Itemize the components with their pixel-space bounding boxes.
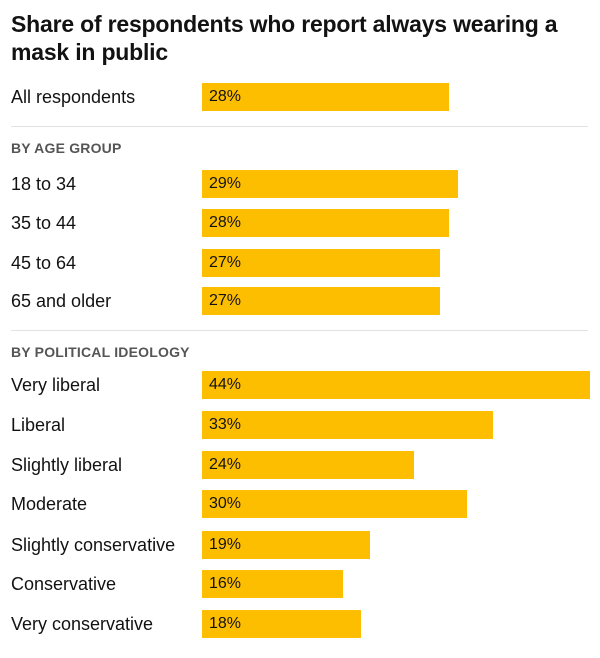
category-label: Slightly liberal [11,455,123,475]
bar-row: Liberal 33% [0,405,600,445]
value-label: 27% [209,292,242,309]
bar-row: Conservative 16% [0,564,600,604]
category-label: All respondents [11,87,136,107]
value-label: 28% [209,214,242,231]
bar-row: 35 to 44 28% [0,203,600,243]
bar-row: Moderate 30% [0,484,600,524]
bar [202,249,440,277]
value-label: 18% [209,615,242,632]
category-label: Moderate [11,494,88,514]
bar [202,411,493,439]
bar-row: Very conservative 18% [0,604,600,644]
category-label: 45 to 64 [11,253,77,273]
bar [202,83,449,111]
category-label: Very conservative [11,614,154,634]
bar [202,570,343,598]
section-header: BY POLITICAL IDEOLOGY [11,344,190,360]
section-header: BY AGE GROUP [11,140,122,156]
bar-row: 65 and older 27% [0,281,600,321]
section-divider [11,330,588,331]
category-label: 35 to 44 [11,213,77,233]
value-label: 44% [209,376,242,393]
bar [202,531,370,559]
category-label: Very liberal [11,375,101,395]
value-label: 19% [209,536,242,553]
value-label: 33% [209,416,242,433]
value-label: 24% [209,456,242,473]
chart-title: Share of respondents who report always w… [11,11,558,65]
bar-row: Very liberal 44% [0,365,600,405]
bar [202,209,449,237]
bar [202,371,590,399]
category-label: Conservative [11,574,117,594]
bar-row: All respondents 28% [0,77,600,117]
bar-row: 18 to 34 29% [0,164,600,204]
bar [202,287,440,315]
bar-row: 45 to 64 27% [0,243,600,283]
category-label: 65 and older [11,291,112,311]
value-label: 28% [209,88,242,105]
section-divider [11,126,588,127]
bar [202,490,467,518]
bar [202,610,361,638]
value-label: 29% [209,175,242,192]
category-label: Slightly conservative [11,535,176,555]
value-label: 27% [209,254,242,271]
value-label: 16% [209,575,242,592]
value-label: 30% [209,495,242,512]
category-label: Liberal [11,415,66,435]
bar [202,170,458,198]
category-label: 18 to 34 [11,174,77,194]
bar-row: Slightly conservative 19% [0,525,600,565]
bar [202,451,414,479]
bar-row: Slightly liberal 24% [0,445,600,485]
